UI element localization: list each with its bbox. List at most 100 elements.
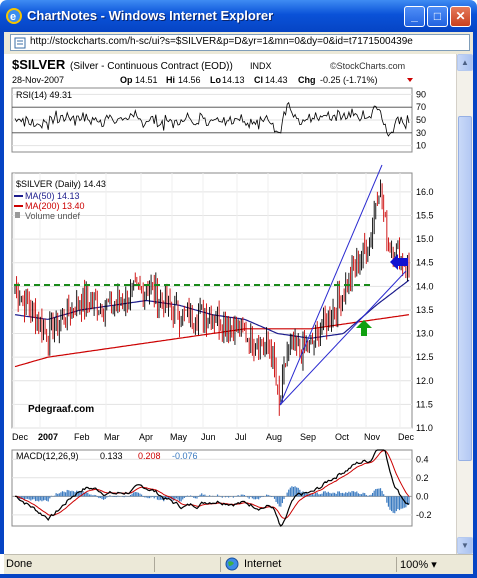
price-tick-label: 15.0: [416, 234, 434, 244]
ma50-line: [14, 279, 410, 339]
rsi-tick-label: 10: [416, 141, 426, 151]
green-arrow-icon: [356, 320, 372, 336]
globe-icon: [225, 557, 239, 571]
price-grid: [12, 173, 412, 429]
scroll-down-button[interactable]: ▼: [457, 537, 473, 554]
zoom-value: 100%: [400, 559, 429, 571]
macd-line: [14, 449, 410, 527]
macd-tick-label: 0.0: [416, 491, 429, 501]
rsi-grid: [12, 93, 412, 147]
month-tick-label: Jun: [201, 432, 216, 442]
macd-tick-label: 0.4: [416, 454, 429, 464]
rsi-tick-label: 30: [416, 128, 426, 138]
close-button[interactable]: ✕: [450, 6, 471, 27]
rsi-tick-label: 90: [416, 89, 426, 99]
minimize-button[interactable]: _: [404, 6, 425, 27]
price-tick-label: 16.0: [416, 187, 434, 197]
ma50-legend: MA(50) 14.13: [25, 191, 80, 201]
svg-text:e: e: [10, 11, 16, 23]
op-value: 14.51: [135, 75, 158, 85]
vertical-scrollbar[interactable]: ▲ ▼: [456, 54, 473, 554]
status-bar: Done Internet 100% ▾: [4, 554, 473, 574]
volume-legend: Volume undef: [25, 211, 81, 221]
down-arrow-icon: [407, 78, 413, 82]
month-tick-label: Dec: [12, 432, 29, 442]
month-tick-label: Mar: [104, 432, 120, 442]
macd-axis: 0.4 0.2 0.0 -0.2: [416, 454, 432, 520]
month-tick-label: 2007: [38, 432, 58, 442]
scroll-up-button[interactable]: ▲: [457, 54, 473, 71]
page-icon: [14, 37, 26, 49]
hi-value: 14.56: [178, 75, 201, 85]
macd-tick-label: 0.2: [416, 473, 429, 483]
scroll-thumb[interactable]: [458, 116, 472, 461]
month-tick-label: Oct: [335, 432, 350, 442]
month-tick-label: Nov: [364, 432, 381, 442]
ma200-legend: MA(200) 13.40: [25, 201, 85, 211]
status-separator: [154, 557, 155, 572]
window-frame-left: [0, 54, 4, 554]
page-content[interactable]: $SILVER (Silver - Continuous Contract (E…: [4, 54, 456, 554]
rsi-tick-label: 50: [416, 115, 426, 125]
window-titlebar: e ChartNotes - Windows Internet Explorer…: [0, 0, 477, 32]
cl-label: Cl: [254, 75, 263, 85]
macd-tick-label: -0.2: [416, 510, 432, 520]
zoom-level[interactable]: 100% ▾: [400, 558, 437, 571]
price-tick-label: 11.0: [416, 423, 433, 433]
price-tick-label: 15.5: [416, 211, 434, 221]
maximize-button[interactable]: □: [427, 6, 448, 27]
address-bar: http://stockcharts.com/h-sc/ui?s=$SILVER…: [0, 32, 477, 54]
zoom-dropdown-icon: ▾: [431, 559, 437, 571]
month-tick-label: May: [170, 432, 188, 442]
month-tick-label: Aug: [266, 432, 282, 442]
price-tick-label: 11.5: [416, 399, 433, 409]
stock-chart: $SILVER (Silver - Continuous Contract (E…: [11, 57, 434, 527]
price-tick-label: 14.5: [416, 258, 434, 268]
url-field[interactable]: http://stockcharts.com/h-sc/ui?s=$SILVER…: [10, 34, 470, 51]
watermark-text: Pdegraaf.com: [28, 404, 94, 415]
price-tick-label: 12.5: [416, 352, 434, 362]
month-tick-label: Sep: [300, 432, 316, 442]
op-label: Op: [120, 75, 133, 85]
macd-value: 0.133: [100, 451, 123, 461]
macd-label: MACD(12,26,9): [16, 451, 79, 461]
cl-value: 14.43: [265, 75, 288, 85]
rsi-tick-label: 70: [416, 102, 426, 112]
price-tick-label: 13.0: [416, 329, 434, 339]
hi-label: Hi: [166, 75, 175, 85]
channel-upper-line: [279, 164, 383, 406]
rsi-label: RSI(14) 49.31: [16, 90, 72, 100]
window-title: ChartNotes - Windows Internet Explorer: [27, 8, 274, 23]
stockcharts-brand: ©StockCharts.com: [330, 61, 405, 71]
volume-swatch: [15, 212, 20, 218]
blue-arrow-icon: [390, 254, 408, 270]
chart-name: (Silver - Continuous Contract (EOD)): [70, 61, 233, 72]
month-axis: Dec 2007 Feb Mar Apr May Jun Jul Aug Sep Oct Nov Dec: [12, 432, 415, 442]
window-frame-bottom: [0, 574, 477, 578]
macd-histogram: [15, 486, 410, 514]
price-tick-label: 14.0: [416, 281, 434, 291]
status-text: Done: [6, 558, 33, 570]
chg-label: Chg: [298, 75, 316, 85]
chart-date: 28-Nov-2007: [12, 75, 64, 85]
price-tick-label: 12.0: [416, 376, 434, 386]
rsi-axis: 90 70 50 30 10: [416, 89, 426, 150]
month-tick-label: Apr: [139, 432, 153, 442]
chg-value: -0.25 (-1.71%): [320, 75, 378, 85]
channel-lower-line: [279, 270, 407, 406]
ma200-line: [14, 314, 410, 368]
chart-symbol: $SILVER: [12, 57, 66, 72]
window-frame-right: [473, 54, 477, 578]
macd-hist-value: -0.076: [172, 451, 198, 461]
month-tick-label: Jul: [235, 432, 247, 442]
month-tick-label: Dec: [398, 432, 415, 442]
macd-panel: [11, 449, 413, 527]
url-text: http://stockcharts.com/h-sc/ui?s=$SILVER…: [30, 36, 413, 47]
price-axis: 16.0 15.5 15.0 14.5 14.0 13.5 13.0 12.5 12.0 11.5…: [416, 187, 434, 433]
internet-explorer-icon: e: [6, 8, 22, 24]
macd-signal-value: 0.208: [138, 451, 161, 461]
status-separator: [396, 557, 397, 572]
month-tick-label: Feb: [74, 432, 90, 442]
chart-exchange: INDX: [250, 61, 272, 71]
price-tick-label: 13.5: [416, 305, 434, 315]
